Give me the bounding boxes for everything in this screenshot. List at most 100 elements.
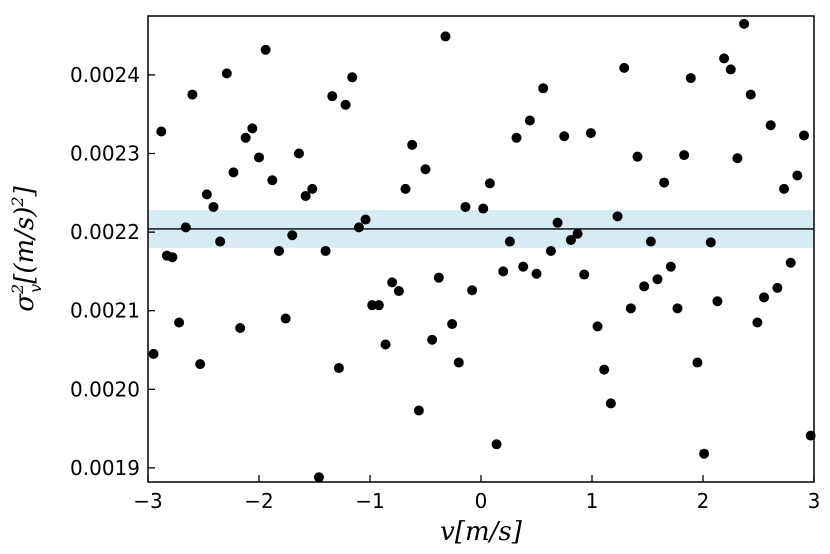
- data-point: [347, 72, 358, 83]
- data-point: [453, 357, 464, 368]
- data-point: [235, 322, 246, 333]
- data-point: [572, 228, 583, 239]
- data-point: [679, 150, 690, 161]
- data-point: [645, 236, 656, 247]
- data-point: [531, 268, 542, 279]
- data-point: [659, 177, 670, 188]
- y-tick-label: 0.0021: [70, 299, 140, 323]
- data-point: [599, 364, 610, 375]
- data-point: [320, 245, 331, 256]
- y-axis-label: σ2v[(m/s)2]: [8, 185, 45, 311]
- data-point: [538, 83, 549, 94]
- data-point: [805, 430, 816, 441]
- data-point: [221, 68, 232, 79]
- data-point: [156, 126, 167, 137]
- data-point: [612, 211, 623, 222]
- y-tick-label: 0.0019: [70, 456, 140, 480]
- data-point: [739, 18, 750, 29]
- data-point: [545, 245, 556, 256]
- x-tick-label: 1: [586, 489, 599, 513]
- data-point: [692, 357, 703, 368]
- data-point: [407, 139, 418, 150]
- data-point: [333, 363, 344, 374]
- data-point: [215, 236, 226, 247]
- data-point: [247, 123, 258, 134]
- data-point: [518, 261, 529, 272]
- data-point: [592, 321, 603, 332]
- data-point: [373, 300, 384, 311]
- data-point: [413, 405, 424, 416]
- data-point: [228, 167, 239, 178]
- data-point: [287, 230, 298, 241]
- data-point: [187, 89, 198, 100]
- data-point: [799, 130, 810, 141]
- data-point: [491, 439, 502, 450]
- x-tick-label: −2: [244, 489, 273, 513]
- data-point: [393, 286, 404, 297]
- data-point: [360, 214, 371, 225]
- data-point: [240, 132, 251, 143]
- data-point: [174, 317, 185, 328]
- data-point: [665, 261, 676, 272]
- data-point: [208, 201, 219, 212]
- data-point: [652, 274, 663, 285]
- data-point: [585, 128, 596, 139]
- x-tick-label: 0: [475, 489, 488, 513]
- data-point: [254, 152, 264, 163]
- y-tick-label: 0.0023: [70, 142, 140, 166]
- data-point: [619, 62, 630, 73]
- data-point: [719, 53, 730, 64]
- data-point: [745, 89, 756, 100]
- data-point: [559, 131, 570, 142]
- y-tick-label: 0.0020: [70, 377, 140, 401]
- data-point: [478, 203, 489, 214]
- data-point: [293, 148, 304, 159]
- data-point: [765, 120, 776, 131]
- data-point: [498, 266, 509, 277]
- data-point: [148, 348, 159, 359]
- data-point: [447, 319, 458, 330]
- data-point: [732, 153, 743, 164]
- data-point: [420, 164, 431, 175]
- data-point: [779, 183, 790, 194]
- data-point: [552, 217, 563, 228]
- y-tick-label: 0.0024: [70, 63, 140, 87]
- data-point: [460, 201, 471, 212]
- x-tick-label: −3: [133, 489, 162, 513]
- data-point: [792, 170, 803, 181]
- data-point: [565, 234, 576, 245]
- data-point: [400, 183, 411, 194]
- data-point: [504, 236, 515, 247]
- data-point: [759, 292, 770, 303]
- x-tick-label: 3: [808, 489, 821, 513]
- data-point: [752, 317, 763, 328]
- data-point: [524, 115, 535, 126]
- svg-text:σ2v[(m/s)2]: σ2v[(m/s)2]: [8, 185, 45, 311]
- data-point: [195, 359, 206, 370]
- x-axis-label: v[m/s]: [440, 517, 523, 547]
- y-tick-label: 0.0022: [70, 220, 140, 244]
- data-point: [685, 73, 696, 84]
- data-point: [699, 448, 710, 459]
- x-tick-label: −1: [355, 489, 384, 513]
- data-point: [307, 183, 318, 194]
- ticks-layer: −3 −2 −1 0 1 2 3 0.0019 0.0020 0.0021 0.0022 0.0023…: [70, 63, 820, 513]
- data-point: [313, 472, 324, 483]
- data-point: [201, 189, 212, 200]
- data-point: [180, 222, 191, 233]
- data-point: [267, 175, 278, 186]
- data-point: [380, 339, 391, 350]
- data-point: [785, 257, 796, 268]
- data-point: [327, 91, 338, 102]
- data-point: [387, 277, 398, 288]
- data-point: [167, 252, 178, 263]
- data-point: [672, 303, 683, 314]
- data-point: [273, 245, 284, 256]
- data-point: [705, 237, 716, 248]
- data-point: [632, 151, 643, 162]
- data-point: [712, 296, 723, 307]
- data-point: [772, 282, 783, 293]
- data-point: [511, 132, 522, 143]
